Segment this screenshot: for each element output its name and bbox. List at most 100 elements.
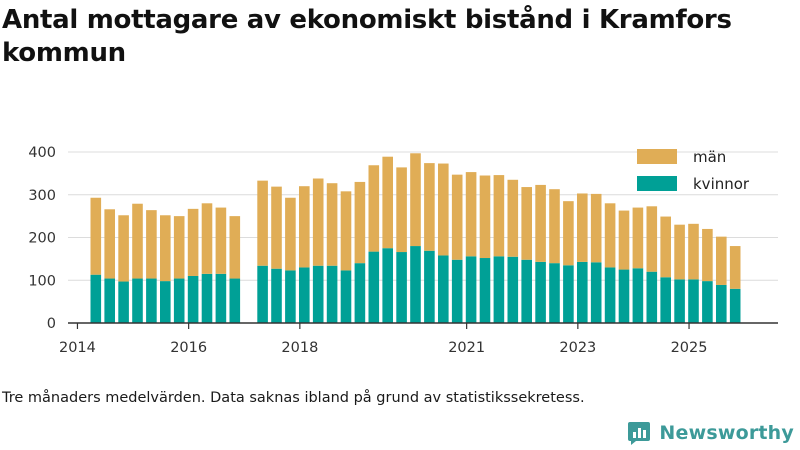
bar-kvinnor	[437, 255, 449, 323]
bar-man	[479, 175, 491, 259]
brand-logo[interactable]: Newsworthy	[627, 420, 794, 446]
legend-swatch	[637, 149, 677, 164]
bar-man	[590, 193, 602, 263]
y-tick-label: 400	[28, 145, 56, 161]
bar-kvinnor	[132, 278, 143, 323]
bar-kvinnor	[187, 275, 199, 323]
bar-man	[271, 186, 282, 269]
bar-kvinnor	[535, 261, 546, 323]
bar-kvinnor	[715, 284, 727, 323]
bar-man	[688, 223, 699, 280]
bar-man	[646, 206, 658, 272]
bar-man	[257, 180, 268, 266]
bar-kvinnor	[90, 274, 102, 323]
bar-man	[410, 153, 421, 247]
bar-man	[715, 236, 727, 285]
bar-kvinnor	[563, 265, 574, 323]
bar-kvinnor	[507, 256, 519, 323]
bar-man	[465, 172, 477, 257]
legend: män kvinnor	[637, 148, 750, 193]
bar-kvinnor	[271, 268, 282, 323]
bar-kvinnor	[146, 278, 157, 323]
bar-man	[187, 208, 199, 276]
x-tick-label: 2025	[671, 340, 708, 356]
bar-kvinnor	[104, 278, 115, 323]
stacked-bar-chart: 0 100 200 300 400 2014 2016 2018 2021 2023 2025 mä…	[28, 145, 778, 356]
bar-man	[201, 203, 213, 274]
bar-kvinnor	[173, 278, 185, 323]
y-tick-label: 300	[28, 188, 56, 204]
bar-man	[535, 184, 546, 262]
bar-kvinnor	[326, 265, 338, 323]
bar-kvinnor	[424, 250, 435, 323]
bar-kvinnor	[340, 270, 352, 323]
bar-kvinnor	[465, 256, 477, 323]
bar-man	[702, 228, 713, 282]
bar-man	[493, 175, 505, 257]
bar-kvinnor	[493, 256, 505, 323]
bar-kvinnor	[729, 288, 741, 323]
bar-man	[285, 197, 296, 271]
bar-kvinnor	[285, 270, 296, 323]
bar-kvinnor	[201, 273, 213, 323]
bar-man	[354, 181, 366, 264]
brand-name: Newsworthy	[659, 422, 794, 444]
bar-man	[674, 224, 685, 280]
y-tick-label: 0	[47, 316, 56, 332]
bar-man	[604, 203, 616, 268]
bar-kvinnor	[632, 268, 644, 323]
bar-kvinnor	[298, 267, 310, 323]
bar-man	[326, 183, 338, 266]
bar-kvinnor	[410, 246, 421, 323]
bar-kvinnor	[674, 279, 685, 323]
bar-man	[437, 163, 449, 256]
bar-kvinnor	[312, 265, 324, 323]
bar-kvinnor	[688, 279, 699, 323]
bar-man	[118, 215, 129, 282]
bar-kvinnor	[382, 248, 393, 323]
axes: 0 100 200 300 400 2014 2016 2018 2021 2023 2025	[28, 145, 778, 356]
bar-kvinnor	[368, 251, 380, 323]
bar-man	[132, 203, 143, 279]
x-tick-label: 2018	[281, 340, 318, 356]
bar-kvinnor	[521, 259, 532, 323]
y-tick-label: 100	[28, 273, 56, 289]
bar-kvinnor	[396, 252, 407, 323]
bar-kvinnor	[159, 281, 171, 323]
x-tick-label: 2014	[59, 340, 96, 356]
bar-kvinnor	[549, 263, 560, 323]
chart-title: Antal mottagare av ekonomiskt bistånd i …	[2, 5, 732, 68]
bar-kvinnor	[257, 265, 268, 323]
bar-man	[298, 186, 310, 268]
bar-kvinnor	[660, 277, 671, 323]
bar-man	[173, 216, 185, 279]
x-tick-label: 2016	[170, 340, 207, 356]
bar-kvinnor	[118, 281, 129, 323]
bar-kvinnor	[618, 269, 630, 323]
bar-kvinnor	[702, 281, 713, 323]
bar-man	[660, 216, 671, 278]
bar-man	[104, 209, 115, 279]
bar-man	[340, 191, 352, 271]
x-tick-label: 2023	[559, 340, 596, 356]
bar-man	[729, 246, 741, 289]
x-tick-label: 2021	[448, 340, 485, 356]
legend-label: kvinnor	[693, 175, 750, 193]
bar-man	[451, 174, 463, 260]
newsworthy-icon	[628, 422, 651, 445]
bar-kvinnor	[451, 259, 463, 323]
bar-man	[215, 207, 227, 274]
bar-man	[159, 215, 171, 282]
bar-man	[396, 167, 407, 253]
bar-man	[549, 189, 560, 264]
bar-kvinnor	[215, 273, 227, 323]
bar-kvinnor	[604, 267, 616, 323]
legend-swatch	[637, 176, 677, 191]
bar-man	[90, 197, 102, 275]
bar-kvinnor	[590, 262, 602, 323]
bar-kvinnor	[479, 258, 491, 323]
bar-man	[146, 210, 157, 279]
bar-kvinnor	[229, 278, 241, 323]
bar-man	[521, 187, 532, 260]
bar-man	[382, 156, 393, 249]
